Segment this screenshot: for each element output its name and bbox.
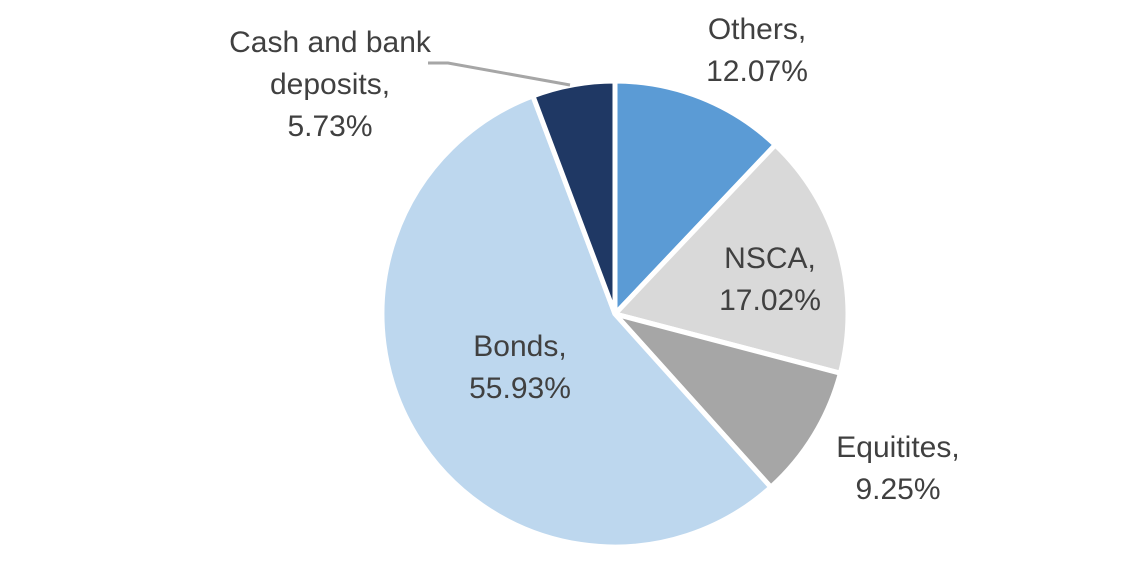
slice-label-others-name: Others, [707, 13, 807, 46]
pie-slice-nsca [610, 141, 851, 377]
slice-label-bonds-name: Bonds, [473, 330, 567, 363]
slice-label-equitites-value: 9.25% [855, 473, 941, 506]
slice-label-others-value: 12.07% [706, 55, 808, 88]
slice-label-cash-line1: Cash and bank [229, 26, 431, 59]
slice-label-bonds: Bonds, 55.93% [469, 326, 571, 410]
pie-slice-equitites [607, 309, 844, 491]
slice-label-equitites-name: Equitites, [836, 431, 960, 464]
slice-label-cash-line2: deposits, [269, 68, 391, 101]
leader-line-cash-and-bank-deposits [428, 61, 571, 87]
slice-label-nsca-name: NSCA, [724, 242, 816, 275]
slice-label-cash-value: 5.73% [287, 110, 373, 143]
slice-label-nsca-value: 17.02% [719, 284, 821, 317]
pie-slice-bonds [379, 92, 775, 550]
slice-label-bonds-value: 55.93% [469, 372, 571, 405]
slice-label-equitites: Equitites, 9.25% [836, 427, 959, 511]
slice-label-cash-and-bank-deposits: Cash and bank deposits, 5.73% [229, 22, 431, 148]
pie-slice-others [612, 78, 779, 321]
slice-label-nsca: NSCA, 17.02% [719, 238, 821, 322]
pie-slice-cash-and-bank-deposits [529, 78, 618, 315]
slice-label-others: Others, 12.07% [706, 9, 808, 93]
